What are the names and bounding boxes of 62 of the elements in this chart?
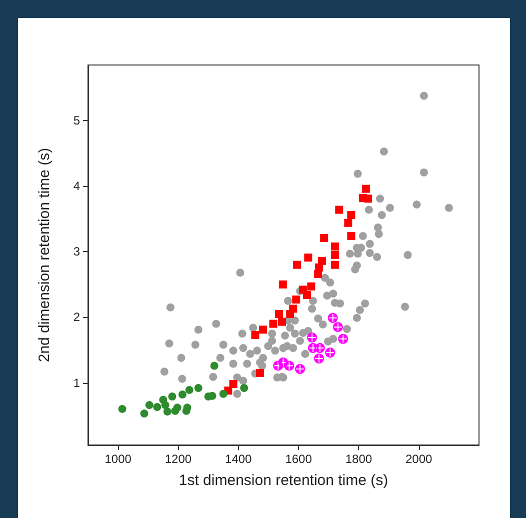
- point: [269, 320, 278, 328]
- point: [347, 232, 356, 240]
- point: [325, 348, 336, 358]
- point: [307, 282, 316, 290]
- point: [153, 403, 162, 411]
- y-tick-label: 1: [73, 376, 80, 390]
- x-tick-label: 1000: [104, 452, 132, 466]
- y-tick-label: 4: [73, 179, 80, 194]
- y-tick-label: 5: [73, 114, 80, 128]
- point: [338, 334, 348, 344]
- point: [194, 384, 202, 392]
- point: [178, 390, 186, 399]
- point: [251, 330, 260, 339]
- point: [284, 360, 294, 371]
- point: [335, 206, 344, 214]
- x-axis-title: 1st dimension retention time (s): [178, 472, 388, 489]
- point: [330, 260, 339, 269]
- point: [185, 386, 194, 394]
- point: [314, 343, 325, 354]
- point: [332, 322, 343, 332]
- point: [163, 408, 172, 416]
- point: [344, 218, 352, 227]
- x-tick-label: 1200: [164, 452, 192, 466]
- point: [289, 304, 298, 313]
- point: [240, 384, 248, 392]
- point: [273, 360, 284, 371]
- point: [302, 290, 311, 299]
- y-tick-label: 2: [73, 310, 80, 324]
- point: [314, 354, 324, 364]
- x-tick-label: 1600: [285, 452, 312, 466]
- point: [219, 390, 228, 398]
- point: [292, 296, 300, 304]
- point: [259, 326, 268, 334]
- y-tick-label: 3: [73, 244, 80, 259]
- point: [314, 270, 322, 278]
- point: [118, 404, 126, 413]
- point: [274, 310, 283, 318]
- point: [173, 404, 182, 412]
- point: [140, 410, 148, 418]
- point: [347, 211, 356, 220]
- point: [229, 380, 238, 388]
- point: [161, 401, 170, 410]
- x-tick-label: 1800: [345, 452, 372, 466]
- point: [328, 312, 338, 323]
- point: [295, 364, 306, 374]
- point: [293, 260, 302, 269]
- point: [307, 332, 318, 343]
- point: [320, 234, 328, 242]
- point: [278, 280, 287, 288]
- point: [278, 318, 286, 326]
- point: [330, 242, 339, 250]
- point: [362, 184, 370, 193]
- x-tick-label: 2000: [405, 452, 433, 466]
- y-axis-title: 2nd dimension retention time (s): [36, 148, 53, 362]
- x-tick-label: 1400: [225, 452, 252, 466]
- point: [364, 194, 372, 203]
- point: [210, 362, 218, 370]
- point: [145, 401, 154, 410]
- point: [330, 251, 339, 259]
- point: [304, 254, 312, 262]
- point: [168, 392, 176, 401]
- point: [256, 368, 264, 377]
